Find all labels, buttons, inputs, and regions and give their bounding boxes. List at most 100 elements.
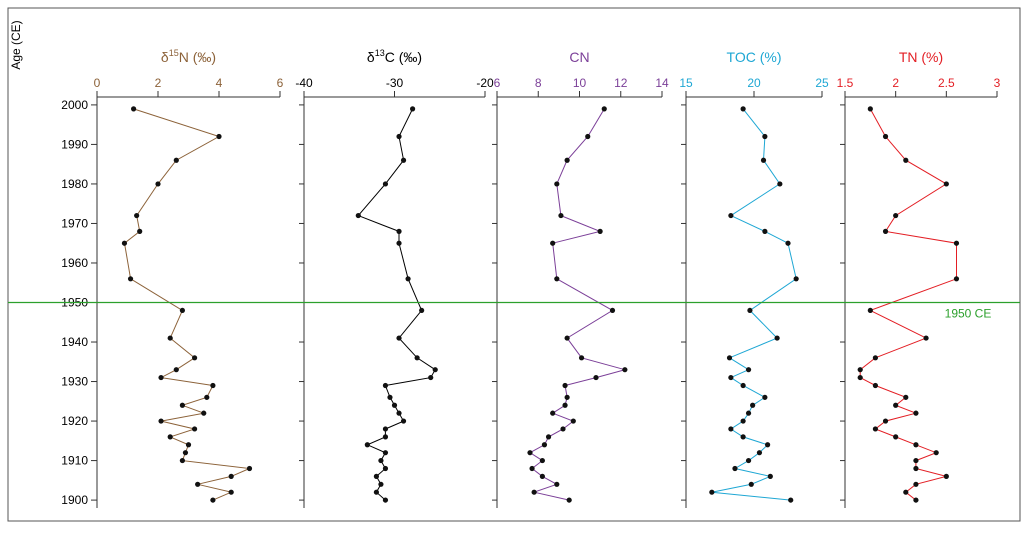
y-tick-label: 1980 (61, 177, 88, 191)
data-point (405, 276, 411, 282)
data-point (867, 106, 873, 112)
y-tick-label: 1940 (61, 335, 88, 349)
data-point (578, 355, 585, 361)
data-point (882, 228, 889, 234)
x-tick-label: 12 (614, 76, 628, 90)
x-tick-label: -30 (386, 76, 404, 90)
y-tick-label: 1960 (61, 256, 88, 270)
data-point (539, 473, 545, 479)
x-tick-label: 14 (655, 76, 669, 90)
data-point (564, 157, 570, 163)
data-point (740, 434, 746, 440)
data-point (762, 133, 768, 140)
data-point (432, 367, 438, 373)
data-point (179, 307, 185, 314)
data-point (903, 489, 909, 495)
y-tick-label: 2000 (61, 98, 88, 112)
data-point (747, 307, 753, 314)
data-point (373, 473, 379, 479)
panel-title: δ13C (‰) (367, 48, 422, 65)
data-point (570, 418, 576, 424)
y-tick-label: 1930 (61, 375, 88, 389)
data-point (793, 276, 799, 282)
data-point (137, 228, 143, 234)
data-point (867, 307, 873, 314)
data-point (953, 276, 960, 282)
data-point (550, 410, 556, 416)
data-point (396, 410, 402, 416)
panel-3: 6 8 10 12 14 CN (494, 49, 669, 503)
data-point (531, 489, 537, 495)
data-point (419, 307, 425, 314)
x-tick-label: 6 (494, 76, 501, 90)
data-point (882, 133, 889, 140)
data-point (943, 473, 949, 479)
data-point (728, 426, 734, 432)
data-point (391, 402, 398, 408)
x-tick-label: 20 (747, 76, 761, 90)
data-point (550, 240, 556, 246)
data-point (857, 374, 863, 381)
data-point (228, 489, 234, 495)
data-point (192, 355, 198, 361)
data-point (201, 410, 207, 416)
x-tick-label: 10 (573, 76, 587, 90)
data-point (155, 181, 161, 187)
data-point (158, 418, 164, 424)
data-point (953, 240, 960, 246)
data-point (382, 382, 389, 389)
y-tick-label: 1990 (61, 137, 88, 151)
panel-title: CN (569, 49, 589, 65)
data-point (541, 442, 548, 448)
data-point (382, 497, 389, 503)
data-point (364, 442, 370, 448)
data-point (527, 450, 533, 456)
data-point (400, 418, 407, 424)
x-tick-label: 1.5 (837, 76, 854, 90)
data-point (609, 307, 616, 314)
series-line (711, 108, 797, 501)
x-tick-label: 3 (994, 76, 1001, 90)
data-point (622, 367, 628, 373)
x-tick-label: 2 (892, 76, 899, 90)
data-point (893, 434, 899, 440)
data-point (748, 481, 754, 487)
data-point (396, 240, 402, 246)
x-tick-label: 25 (815, 76, 829, 90)
x-tick-label: 0 (94, 76, 101, 90)
data-point (740, 418, 746, 424)
data-point (933, 450, 939, 456)
data-point (560, 426, 566, 432)
data-point (378, 481, 384, 487)
panel-4: 15 20 25 TOC (%) (679, 49, 829, 503)
data-point (913, 497, 919, 503)
x-tick-label: -40 (295, 76, 313, 90)
data-point (387, 394, 393, 400)
data-point (414, 355, 420, 361)
data-point (882, 418, 889, 424)
data-point (179, 457, 185, 464)
data-point (382, 434, 389, 440)
data-point (728, 212, 734, 219)
y-tick-label: 1970 (61, 216, 88, 230)
x-tick-label: 4 (216, 76, 223, 90)
x-tick-label: -20 (476, 76, 494, 90)
chart-frame (7, 7, 1021, 522)
data-point (740, 106, 746, 112)
data-point (872, 355, 879, 361)
series-line (859, 108, 957, 501)
data-point (923, 335, 929, 341)
data-point (745, 367, 752, 373)
data-point (382, 426, 389, 432)
data-point (750, 402, 756, 408)
data-point (785, 240, 791, 246)
data-point (182, 450, 189, 456)
data-point (246, 465, 253, 472)
data-point (210, 497, 216, 503)
data-point (913, 457, 919, 464)
data-point (355, 212, 361, 219)
data-point (893, 212, 899, 219)
data-point (762, 394, 768, 400)
data-point (777, 181, 783, 187)
